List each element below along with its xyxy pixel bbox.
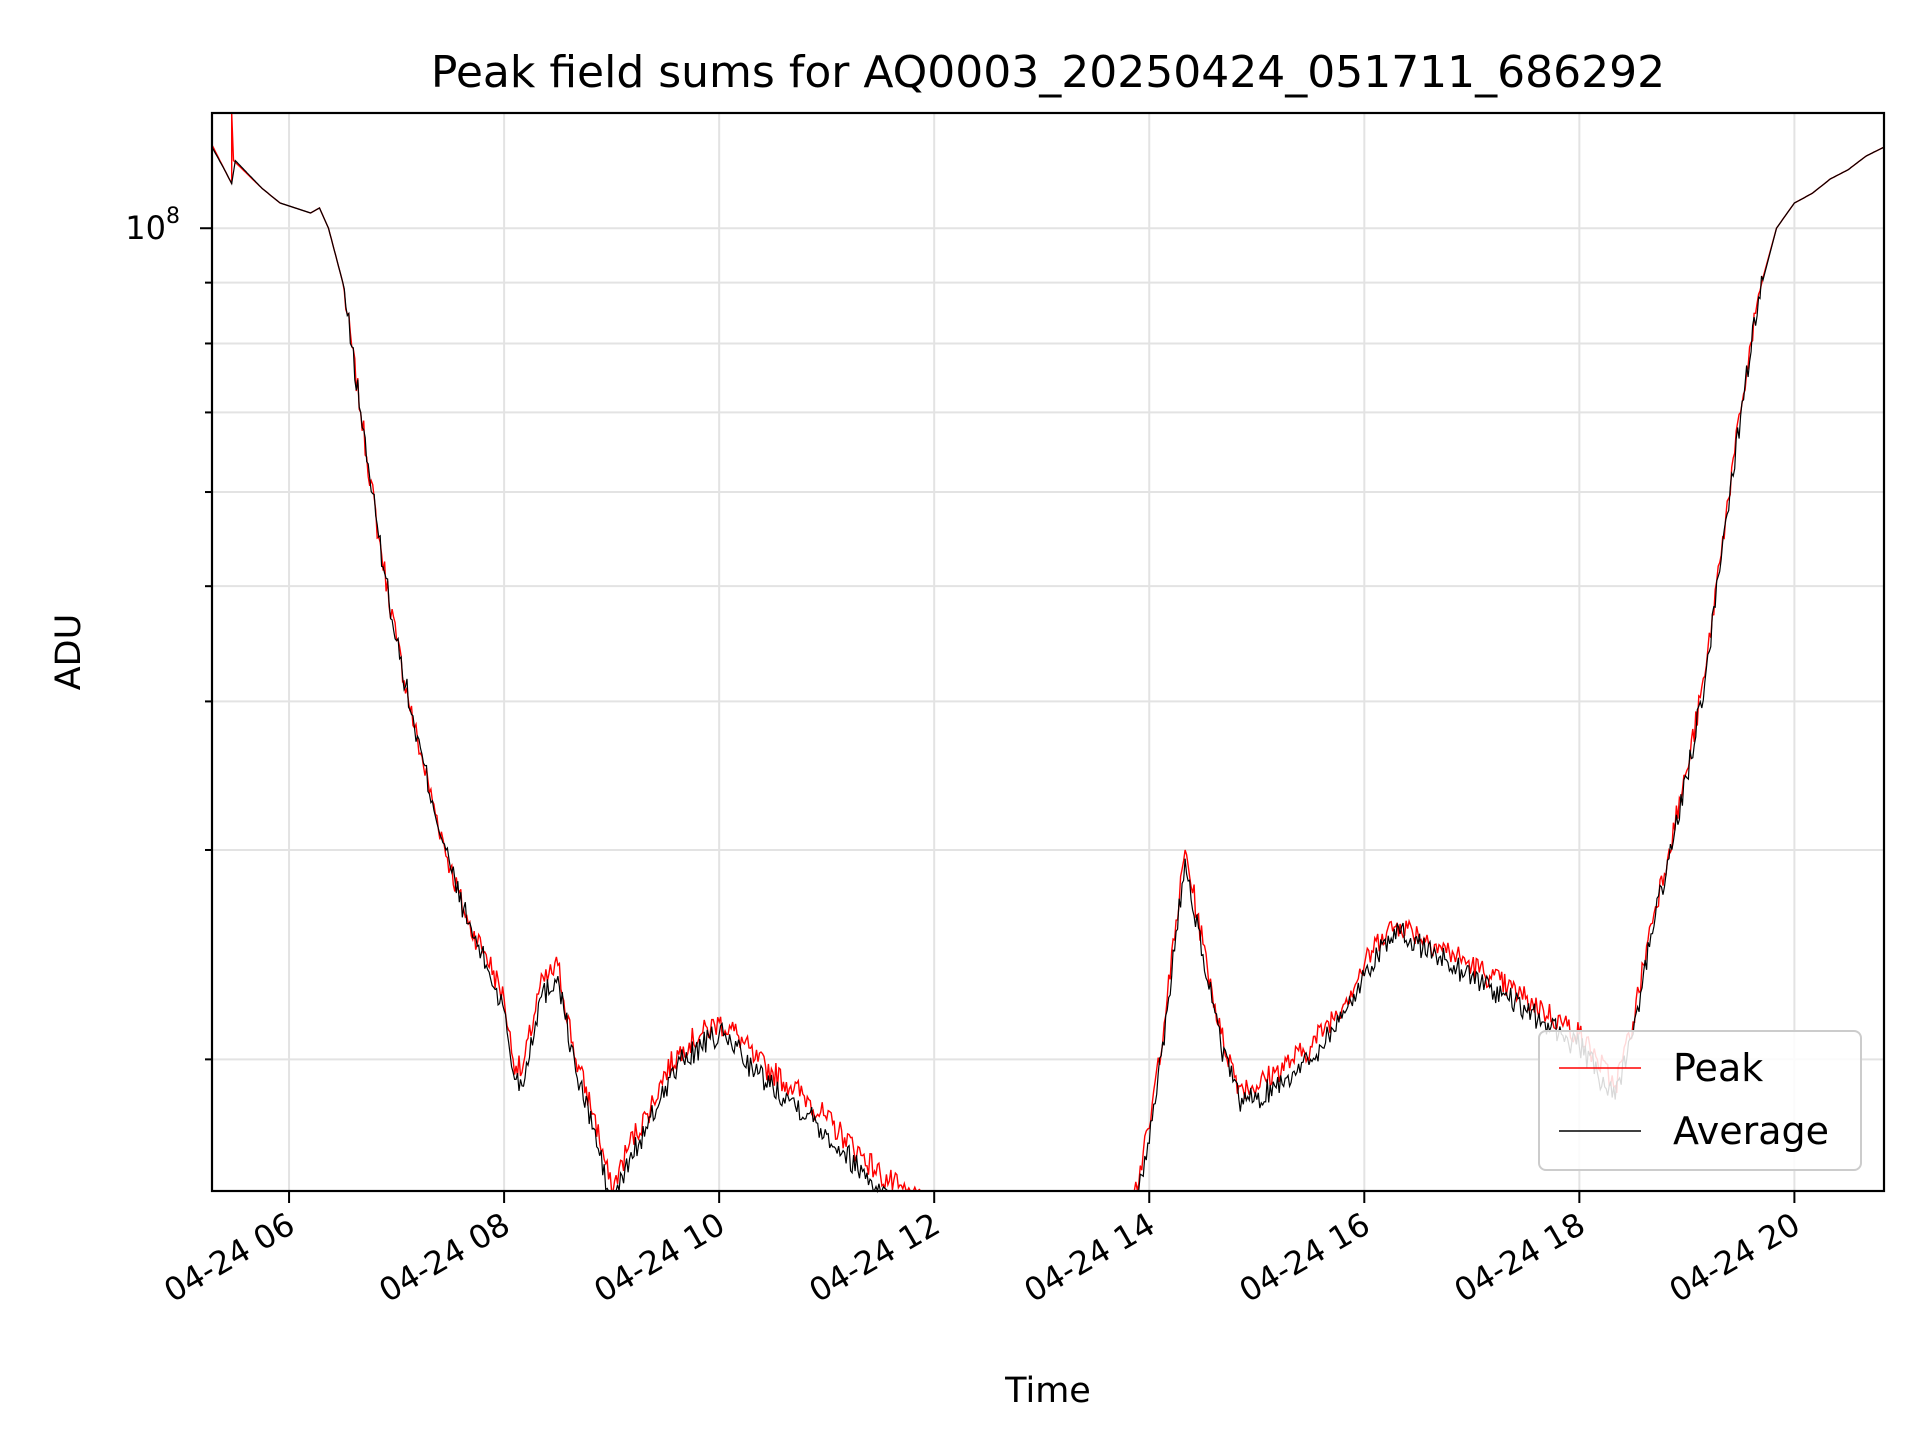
grid: [212, 113, 1884, 1191]
plot-frame: [210, 111, 1886, 1193]
x-tick-label: 04-24 06: [157, 1205, 301, 1310]
y-tick-label-1e8: 108: [125, 204, 180, 247]
y-axis: [200, 227, 212, 1061]
x-tick-label: 04-24 10: [588, 1205, 732, 1310]
legend-box: [1538, 1030, 1862, 1171]
series-layer: [211, 112, 1885, 1194]
legend: Peak Average: [1538, 1030, 1862, 1171]
x-axis: 04-24 06 04-24 08 04-24 10 04-24 12 04-24 14…: [157, 1191, 1806, 1310]
x-tick-label: 04-24 14: [1018, 1205, 1162, 1310]
y-tick-base: 10: [125, 209, 166, 247]
legend-label-average: Average: [1673, 1109, 1829, 1153]
y-axis-label: ADU: [49, 614, 89, 691]
x-tick-label: 04-24 12: [803, 1205, 947, 1310]
x-tick-label: 04-24 16: [1233, 1205, 1377, 1310]
y-tick-exponent: 8: [166, 204, 180, 229]
x-tick-label: 04-24 20: [1663, 1205, 1807, 1310]
chart-title: Peak field sums for AQ0003_20250424_0517…: [431, 47, 1665, 98]
x-tick-label: 04-24 18: [1448, 1205, 1592, 1310]
x-axis-label: Time: [1004, 1371, 1091, 1411]
legend-label-peak: Peak: [1673, 1046, 1763, 1090]
x-tick-label: 04-24 08: [373, 1205, 517, 1310]
